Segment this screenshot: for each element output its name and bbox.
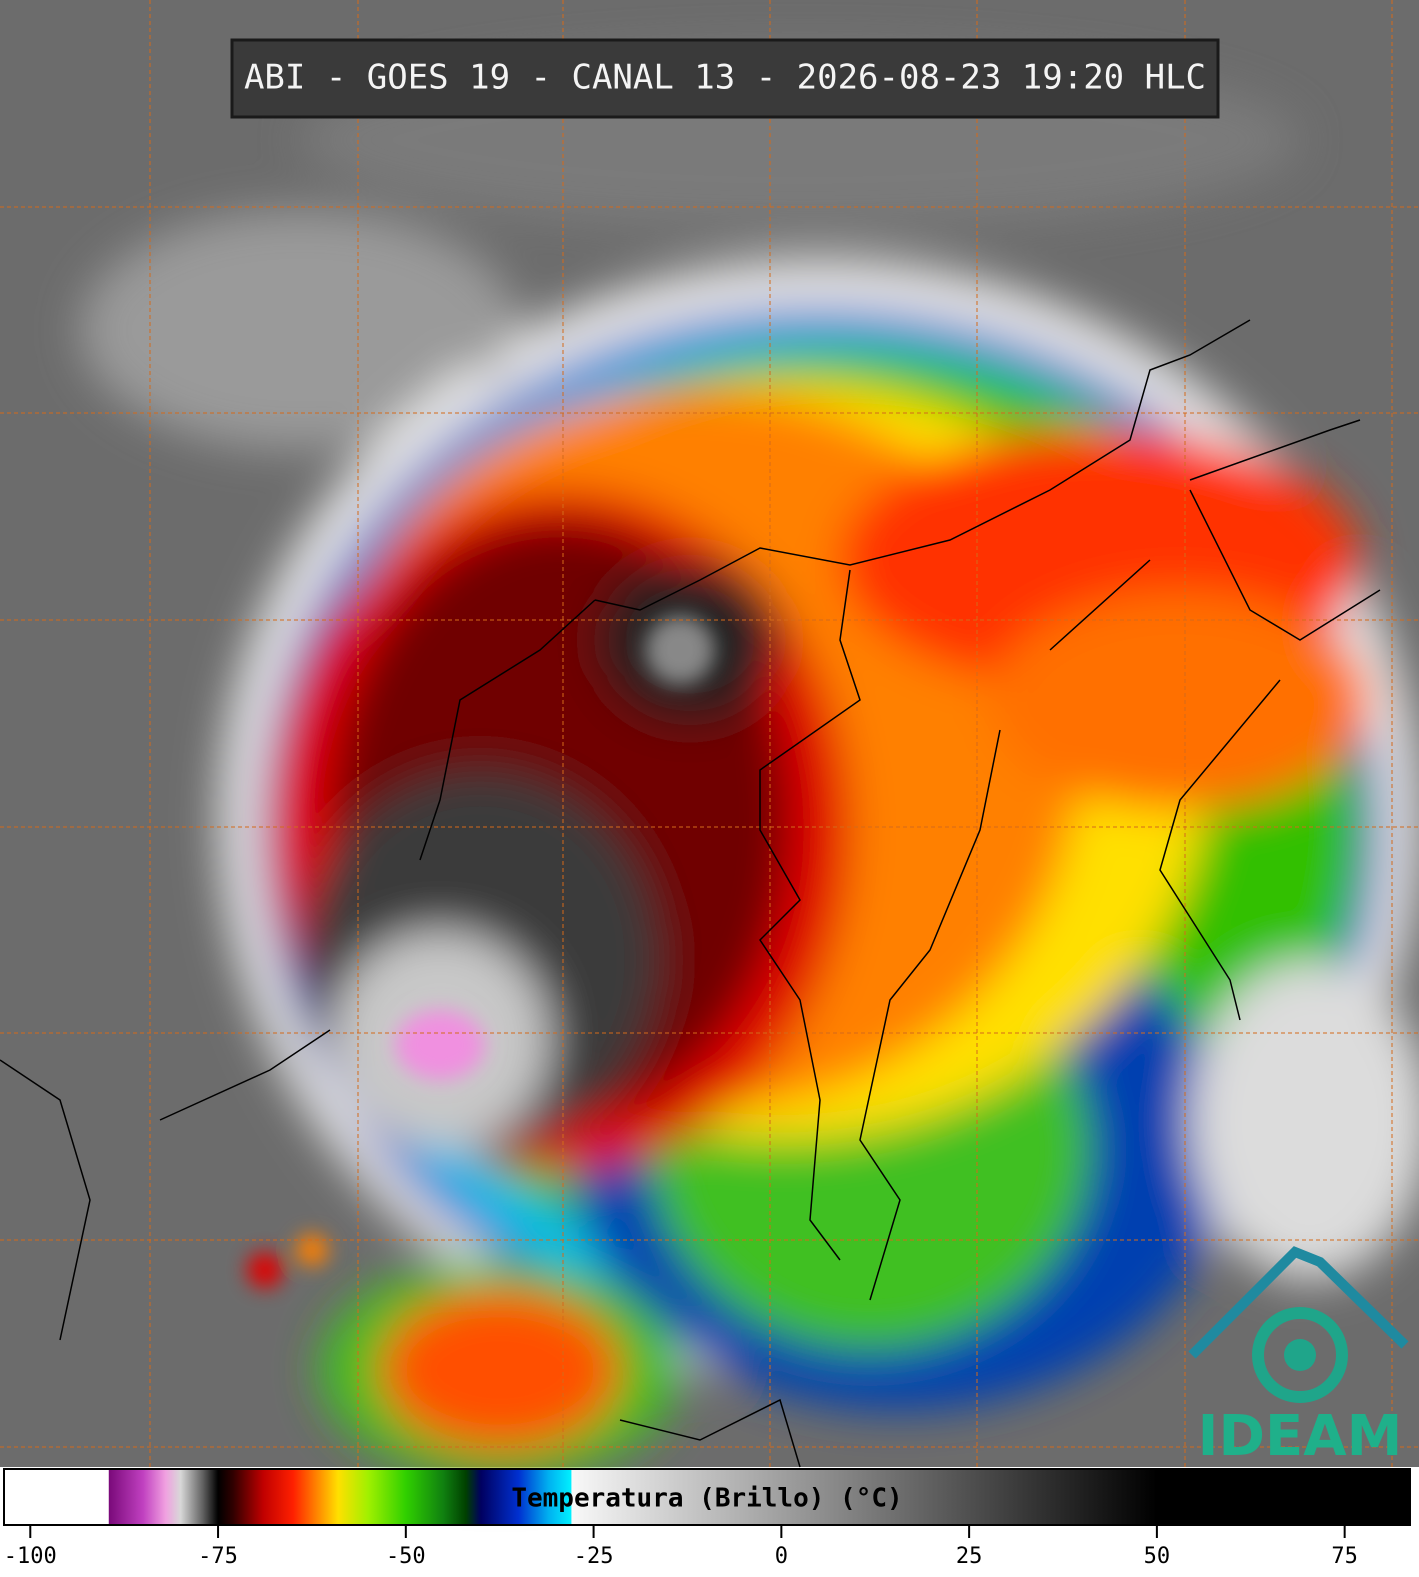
tick-label: -25 — [574, 1544, 614, 1569]
imagery — [0, 0, 1419, 1480]
tick-label: -100 — [4, 1544, 57, 1569]
logo: IDEAM — [1188, 1246, 1409, 1469]
tick-label: -75 — [198, 1544, 238, 1569]
logo-text: IDEAM — [1198, 1404, 1403, 1469]
tick-label: 50 — [1144, 1544, 1171, 1569]
title-box — [230, 38, 1220, 119]
tick-label: 0 — [775, 1544, 788, 1569]
colorbar — [3, 1468, 1411, 1526]
graticule — [0, 0, 1419, 1467]
borders — [0, 319, 1381, 1468]
tick-label: -50 — [386, 1544, 426, 1569]
tick-label: 75 — [1331, 1544, 1358, 1569]
tick-label: 25 — [956, 1544, 983, 1569]
colorbar-label: Temperatura (Brillo) (°C) — [511, 1484, 902, 1514]
colorbar-ticks: -100 -75 -50 -25 0 25 50 75 — [4, 1526, 1358, 1569]
title: ABI - GOES 19 - CANAL 13 - 2026-08-23 19… — [244, 58, 1206, 98]
